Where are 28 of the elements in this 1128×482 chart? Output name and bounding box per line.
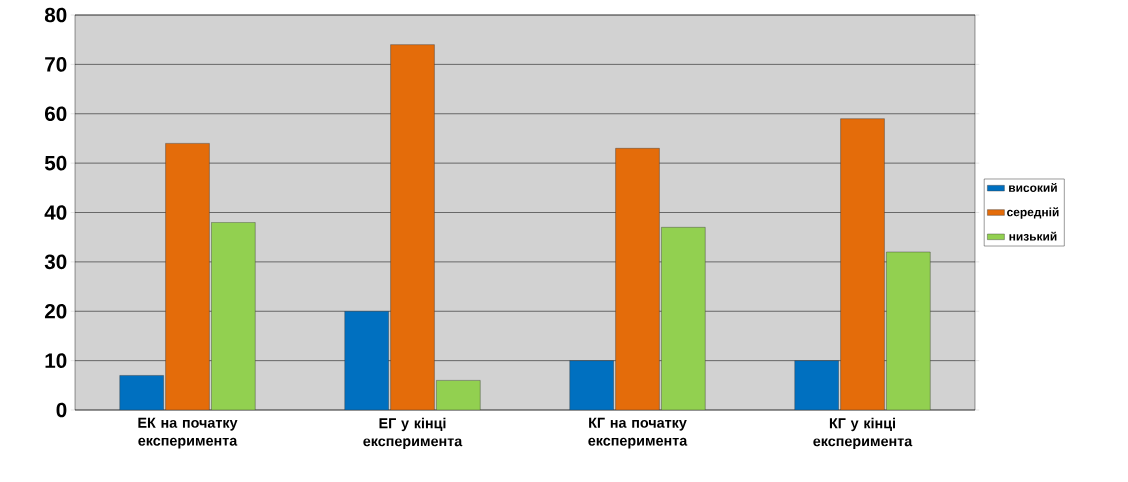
legend-label: високий (1009, 182, 1057, 192)
y-tick-label: 70 (45, 57, 67, 72)
legend-label: низький (1009, 231, 1057, 241)
y-tick-label: 80 (44, 7, 67, 23)
y-tick-label: 30 (44, 254, 67, 270)
y-tick-label: 60 (44, 106, 67, 122)
legend-label: середній (1007, 207, 1059, 219)
y-tick-label: 0 (56, 402, 67, 418)
bar (436, 380, 481, 410)
bar (165, 143, 210, 410)
y-tick-label: 20 (44, 303, 67, 319)
x-tick-label: ЕГ у кінці експеримента (363, 417, 463, 450)
y-tick-label: 50 (44, 155, 67, 171)
bar (886, 251, 931, 410)
y-tick-label: 40 (44, 205, 67, 220)
bar (119, 375, 164, 410)
bar (794, 360, 839, 410)
bar (615, 148, 660, 410)
bar (211, 222, 256, 410)
bar (344, 311, 389, 410)
x-tick-label: КГ на початку експеримента (588, 417, 688, 449)
x-tick-label: КГ у кінці експеримента (813, 417, 913, 450)
bar (840, 118, 885, 410)
bar (661, 227, 706, 410)
y-tick-label: 10 (45, 353, 67, 368)
bar (390, 44, 435, 410)
bar (569, 360, 614, 410)
x-tick-label: ЕК на початку експеримента (138, 417, 238, 449)
